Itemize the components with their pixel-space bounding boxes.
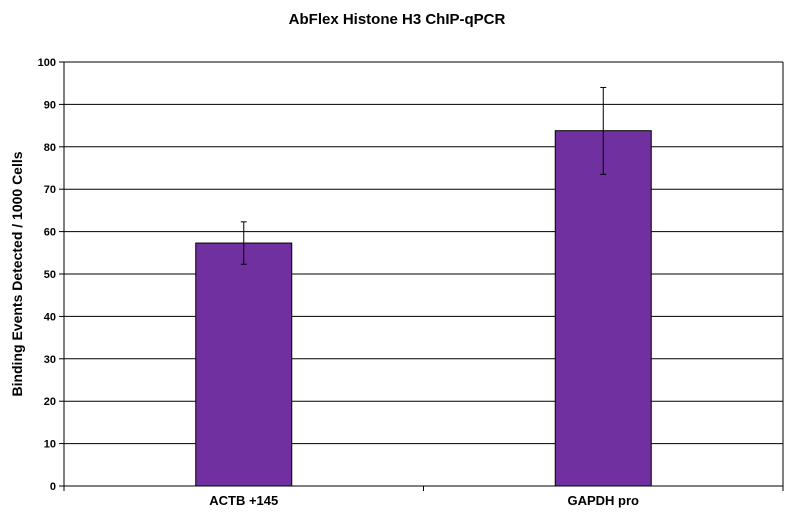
y-tick-label: 100 bbox=[38, 57, 56, 69]
y-tick-label: 80 bbox=[44, 142, 56, 154]
y-tick-label: 40 bbox=[44, 311, 56, 323]
x-tick-label: ACTB +145 bbox=[209, 493, 278, 508]
x-tick-labels: ACTB +145 GAPDH pro bbox=[209, 493, 639, 508]
chart-title: AbFlex Histone H3 ChIP-qPCR bbox=[289, 11, 506, 28]
y-tick-label: 30 bbox=[44, 354, 56, 366]
y-tick-label: 60 bbox=[44, 227, 56, 239]
y-tick-label: 70 bbox=[44, 184, 56, 196]
y-tick-label: 20 bbox=[44, 396, 56, 408]
bars bbox=[195, 130, 652, 487]
bar bbox=[554, 130, 652, 487]
y-tick-labels: 0 10 20 30 40 50 60 70 80 90 100 bbox=[38, 57, 56, 493]
y-tick-label: 50 bbox=[44, 269, 56, 281]
error-bars bbox=[240, 86, 607, 265]
gridlines bbox=[64, 61, 783, 445]
y-tick-label: 90 bbox=[44, 99, 56, 111]
x-tick-label: GAPDH pro bbox=[568, 493, 640, 508]
axes bbox=[59, 61, 784, 491]
y-tick-label: 10 bbox=[44, 439, 56, 451]
y-tick-label: 0 bbox=[50, 481, 56, 493]
y-axis-label: Binding Events Detected / 1000 Cells bbox=[9, 151, 25, 396]
bar bbox=[195, 242, 293, 487]
